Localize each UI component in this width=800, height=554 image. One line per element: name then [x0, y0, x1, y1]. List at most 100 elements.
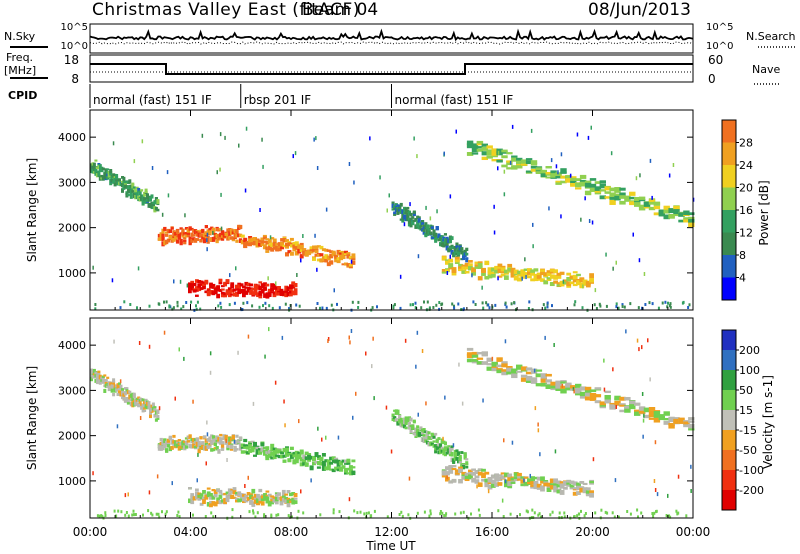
velocity-cell — [465, 458, 469, 461]
velocity-cell — [445, 471, 450, 476]
colorbar-swatch — [722, 450, 736, 471]
power-cell — [476, 146, 484, 149]
velocity-cell — [437, 437, 441, 441]
power-cell — [449, 254, 451, 259]
velocity-cell — [227, 492, 232, 496]
velocity-cell — [589, 389, 597, 393]
power-cell — [457, 251, 461, 256]
power-cell — [516, 157, 523, 162]
power-cell — [447, 238, 451, 244]
power-cell — [553, 269, 558, 274]
power-cell — [251, 291, 256, 296]
velocity-cell — [107, 386, 111, 392]
velocity-cell — [575, 383, 582, 388]
velocity-cell — [274, 380, 277, 385]
velocity-cell — [487, 484, 493, 490]
power-cell — [131, 188, 135, 193]
power-cell — [112, 180, 116, 184]
velocity-cell — [227, 495, 232, 499]
velocity-cell — [504, 472, 509, 477]
velocity-cell — [683, 421, 690, 425]
power-cell — [575, 178, 582, 181]
velocity-cell — [211, 435, 216, 439]
power-cell — [493, 204, 495, 209]
velocity-cell — [131, 396, 135, 402]
power-cell — [497, 276, 499, 281]
power-cell — [230, 293, 235, 296]
velocity-cell — [569, 484, 575, 488]
power-cell — [575, 182, 582, 188]
velocity-cell — [481, 473, 486, 479]
power-cell — [217, 237, 221, 241]
velocity-cell — [250, 447, 255, 453]
velocity-cell — [386, 515, 389, 519]
colorbar-swatch — [722, 390, 736, 411]
power-cell — [474, 266, 480, 269]
power-cell — [253, 285, 258, 291]
power-cell — [242, 292, 246, 298]
power-cell — [265, 238, 270, 241]
power-cell — [217, 234, 221, 238]
power-cell — [258, 281, 263, 284]
power-cell — [471, 273, 473, 278]
velocity-cell — [251, 502, 256, 507]
velocity-cell — [506, 366, 513, 369]
power-cell — [624, 196, 631, 199]
power-cell — [106, 168, 110, 171]
velocity-cell — [477, 508, 480, 512]
velocity-cell — [460, 451, 464, 454]
power-cell — [497, 268, 503, 274]
power-cell — [530, 168, 538, 172]
power-cell — [416, 154, 418, 159]
power-cell — [226, 236, 230, 241]
power-cell — [281, 290, 286, 296]
power-cell — [424, 222, 428, 228]
power-cell — [137, 187, 141, 193]
power-cell — [521, 276, 523, 281]
power-cell — [569, 276, 575, 279]
velocity-cell — [331, 456, 336, 459]
power-cell — [438, 301, 441, 304]
power-cell — [136, 306, 138, 310]
power-cell — [163, 240, 167, 246]
power-cell — [196, 300, 199, 304]
power-cell — [277, 292, 281, 296]
velocity-cell — [641, 345, 643, 350]
velocity-cell — [422, 428, 426, 433]
velocity-cell — [90, 368, 93, 374]
power-cell — [454, 259, 460, 263]
power-cell — [663, 205, 670, 211]
power-cell — [528, 300, 531, 304]
power-cell — [432, 306, 435, 309]
power-cell — [436, 209, 438, 214]
power-cell — [439, 242, 443, 245]
velocity-cell — [525, 371, 533, 375]
power-cell — [407, 223, 411, 227]
power-cell — [213, 236, 217, 240]
velocity-cell — [556, 488, 562, 491]
power-cell — [461, 270, 467, 274]
nave-tick-top: 60 — [708, 53, 723, 67]
velocity-cell — [348, 335, 350, 340]
power-cell — [199, 229, 203, 233]
velocity-cell — [336, 466, 341, 471]
power-cell — [638, 199, 646, 202]
power-cell — [546, 270, 552, 275]
power-cell — [511, 155, 518, 158]
velocity-cell — [190, 445, 194, 449]
power-cell — [546, 272, 552, 277]
velocity-cell — [540, 375, 547, 381]
date-label: 08/Jun/2013 — [588, 0, 691, 20]
power-cell — [291, 281, 296, 285]
cpid-label: CPID — [8, 89, 37, 102]
power-cell — [504, 269, 509, 274]
power-cell — [511, 124, 514, 129]
power-cell — [423, 300, 425, 304]
power-cell — [663, 209, 670, 214]
velocity-cell — [496, 368, 503, 371]
velocity-cell — [230, 494, 235, 499]
power-cell — [563, 281, 568, 285]
power-cell — [286, 287, 291, 290]
velocity-cell — [297, 451, 302, 456]
